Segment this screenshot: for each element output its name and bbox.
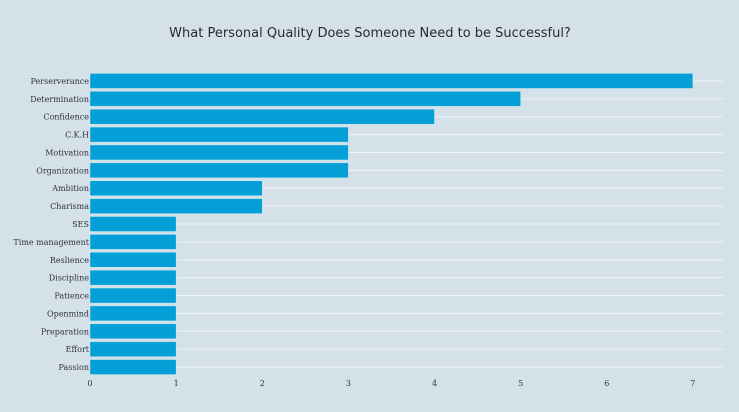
bar-patience[interactable]: [89, 287, 177, 304]
bars: [89, 73, 694, 375]
y-tick-label: Passion: [58, 363, 89, 372]
y-tick-label: Ambition: [51, 184, 89, 193]
y-tick-label: SES: [72, 220, 89, 229]
chart-title: What Personal Quality Does Someone Need …: [169, 26, 571, 41]
bar-ses[interactable]: [89, 216, 177, 232]
y-tick-label: Confidence: [43, 113, 89, 122]
y-tick-label: Charisma: [50, 202, 89, 211]
bar-time-management[interactable]: [89, 234, 177, 250]
bar-passion[interactable]: [89, 359, 177, 375]
y-tick-label: C.K.H: [65, 131, 89, 140]
bar-confidence[interactable]: [89, 108, 435, 125]
y-tick-label: Determination: [30, 95, 89, 104]
x-tick-label: 7: [690, 379, 695, 388]
bar-charisma[interactable]: [89, 198, 263, 214]
bar-discipline[interactable]: [89, 269, 177, 286]
y-tick-label: Perserverance: [31, 77, 90, 86]
bar-motivation[interactable]: [89, 144, 349, 161]
x-tick-label: 3: [346, 379, 351, 388]
y-tick-label: Preparation: [41, 327, 89, 336]
y-tick-label: Effort: [66, 345, 90, 354]
x-tick-label: 2: [260, 379, 265, 388]
x-tick-label: 5: [518, 379, 523, 388]
y-tick-label: Discipline: [49, 274, 90, 283]
y-axis-labels: Perserverance Determination Confidence C.K.…: [13, 77, 89, 372]
bar-openmind[interactable]: [89, 305, 177, 322]
y-tick-label: Organization: [36, 166, 89, 175]
x-tick-label: 1: [174, 379, 179, 388]
y-tick-label: Patience: [54, 292, 89, 301]
bar-ambition[interactable]: [89, 180, 263, 196]
bar-determination[interactable]: [89, 91, 521, 107]
x-axis-labels: 0 1 2 3 4 5 6 7: [87, 379, 695, 388]
bar-organization[interactable]: [89, 162, 349, 179]
bar-c-k-h[interactable]: [89, 126, 349, 143]
x-tick-label: 4: [432, 379, 437, 388]
y-tick-label: Reslience: [50, 256, 89, 265]
bar-preparation[interactable]: [89, 323, 177, 340]
y-tick-label: Openmind: [47, 309, 89, 318]
y-tick-label: Time management: [13, 238, 89, 247]
bar-effort[interactable]: [89, 341, 177, 357]
x-tick-label: 0: [87, 379, 92, 388]
x-tick-label: 6: [604, 379, 609, 388]
y-tick-label: Motivation: [45, 148, 89, 157]
bar-reslience[interactable]: [89, 252, 177, 268]
bar-perserverance[interactable]: [89, 73, 694, 89]
